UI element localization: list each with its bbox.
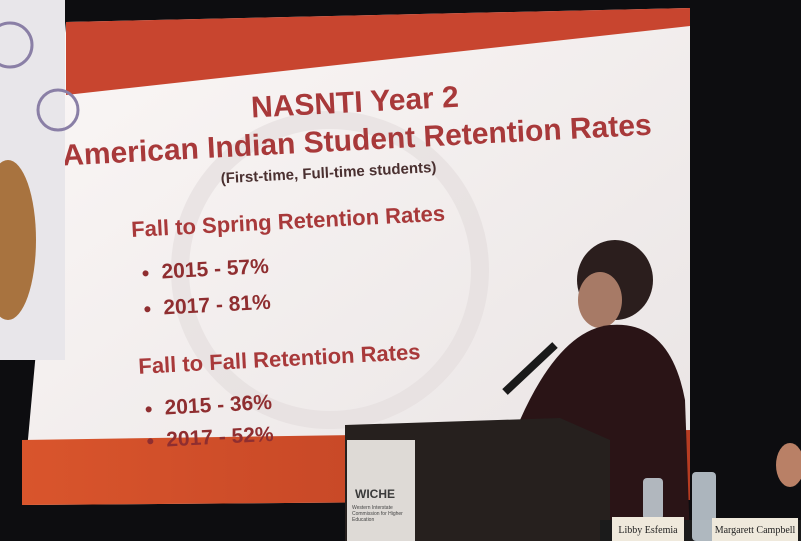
- name-card-text: Libby Esfemia: [618, 525, 678, 536]
- podium-logo: WICHE: [355, 487, 395, 501]
- photo: NASNTI Year 2 American Indian Student Re…: [0, 0, 801, 541]
- podium-caption: Western Interstate Commission for Higher…: [352, 505, 412, 523]
- podium-caption-box: Western Interstate Commission for Higher…: [352, 505, 412, 539]
- name-card-text: Margarett Campbell: [715, 525, 796, 536]
- speaker-face: [578, 272, 622, 328]
- water-bottle: [643, 478, 663, 520]
